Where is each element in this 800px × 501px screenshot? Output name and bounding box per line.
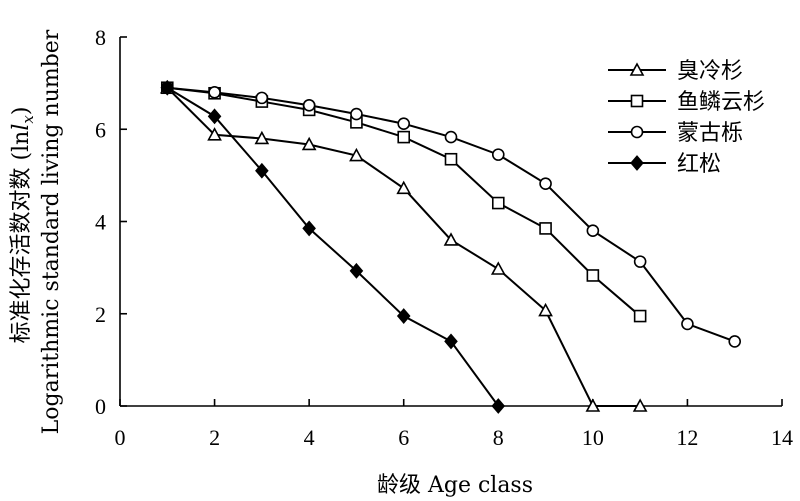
y-tick-label: 0 bbox=[95, 394, 106, 419]
series-line-pinus-koraiensis bbox=[166, 86, 500, 407]
legend-marker bbox=[630, 155, 644, 171]
legend-item-pinus-koraiensis: 红松 bbox=[608, 152, 721, 177]
legend-marker bbox=[629, 62, 645, 76]
data-point-picea-jezoensis bbox=[586, 269, 600, 282]
data-point-quercus-mongolica bbox=[586, 224, 600, 238]
data-point-pinus-koraiensis bbox=[349, 262, 364, 279]
y-tick-label: 6 bbox=[95, 117, 106, 142]
x-tick-label: 6 bbox=[398, 425, 409, 450]
data-point-abies-nephrolepis bbox=[301, 136, 317, 151]
legend-label: 臭冷杉 bbox=[677, 59, 743, 84]
data-point-pinus-koraiensis bbox=[396, 308, 411, 324]
y-tick-label: 2 bbox=[95, 302, 106, 327]
data-point-quercus-mongolica bbox=[350, 107, 363, 121]
data-point-quercus-mongolica bbox=[397, 117, 411, 131]
x-tick-label: 0 bbox=[115, 425, 126, 450]
data-point-quercus-mongolica bbox=[208, 86, 221, 99]
data-point-picea-jezoensis bbox=[539, 222, 552, 235]
data-point-abies-nephrolepis bbox=[349, 147, 364, 162]
data-point-abies-nephrolepis bbox=[207, 127, 222, 141]
data-point-quercus-mongolica bbox=[444, 130, 458, 144]
legend-label: 蒙古栎 bbox=[677, 121, 743, 146]
data-point-picea-jezoensis bbox=[633, 309, 647, 323]
data-point-pinus-koraiensis bbox=[302, 220, 316, 237]
data-point-abies-nephrolepis bbox=[585, 398, 601, 412]
data-point-quercus-mongolica bbox=[302, 98, 316, 112]
data-point-abies-nephrolepis bbox=[632, 398, 648, 412]
data-point-abies-nephrolepis bbox=[490, 261, 506, 275]
x-tick-label: 14 bbox=[771, 425, 793, 450]
data-point-abies-nephrolepis bbox=[443, 232, 459, 246]
series-quercus-mongolica bbox=[160, 81, 742, 348]
data-point-abies-nephrolepis bbox=[254, 130, 270, 145]
x-axis-title: 龄级 Age class bbox=[377, 473, 533, 498]
data-point-abies-nephrolepis bbox=[396, 180, 412, 195]
legend-label: 鱼鳞云杉 bbox=[677, 90, 765, 115]
legend-item-quercus-mongolica: 蒙古栎 bbox=[608, 121, 743, 146]
x-tick-label: 10 bbox=[582, 425, 604, 450]
x-tick-label: 4 bbox=[304, 425, 315, 450]
legend-marker bbox=[630, 94, 644, 108]
legend-label: 红松 bbox=[677, 152, 721, 177]
data-point-picea-jezoensis bbox=[397, 130, 411, 144]
data-point-pinus-koraiensis bbox=[491, 398, 506, 414]
x-tick-label: 8 bbox=[493, 425, 504, 450]
x-tick-label: 12 bbox=[676, 425, 698, 450]
data-point-picea-jezoensis bbox=[491, 196, 505, 210]
legend-marker bbox=[630, 125, 644, 139]
series-pinus-koraiensis bbox=[160, 79, 506, 414]
series bbox=[159, 79, 742, 414]
data-point-pinus-koraiensis bbox=[207, 108, 222, 125]
data-point-quercus-mongolica bbox=[539, 177, 552, 190]
data-point-pinus-koraiensis bbox=[255, 162, 269, 179]
data-point-pinus-koraiensis bbox=[444, 333, 458, 350]
series-line-quercus-mongolica bbox=[167, 86, 736, 343]
legend-item-abies-nephrolepis: 臭冷杉 bbox=[608, 59, 743, 84]
data-point-quercus-mongolica bbox=[255, 91, 269, 105]
ticks: 0 2 4 6 8 10 12 14 0 2 4 6 8 bbox=[95, 25, 793, 450]
y-tick-label: 8 bbox=[95, 25, 106, 50]
data-point-picea-jezoensis bbox=[444, 152, 458, 166]
y-axis-title-en: Logarithmic standard living number bbox=[39, 29, 64, 434]
data-point-quercus-mongolica bbox=[633, 255, 647, 268]
x-tick-label: 2 bbox=[209, 425, 220, 450]
y-tick-label: 4 bbox=[95, 210, 106, 235]
y-axis-title-cn: 标准化存活数对数 (lnlx) bbox=[9, 107, 37, 344]
data-point-pinus-koraiensis bbox=[160, 79, 175, 96]
data-point-abies-nephrolepis bbox=[538, 302, 553, 317]
data-point-quercus-mongolica bbox=[728, 335, 742, 348]
data-point-quercus-mongolica bbox=[681, 317, 694, 331]
legend-item-picea-jezoensis: 鱼鳞云杉 bbox=[608, 90, 765, 115]
data-point-quercus-mongolica bbox=[491, 148, 505, 161]
